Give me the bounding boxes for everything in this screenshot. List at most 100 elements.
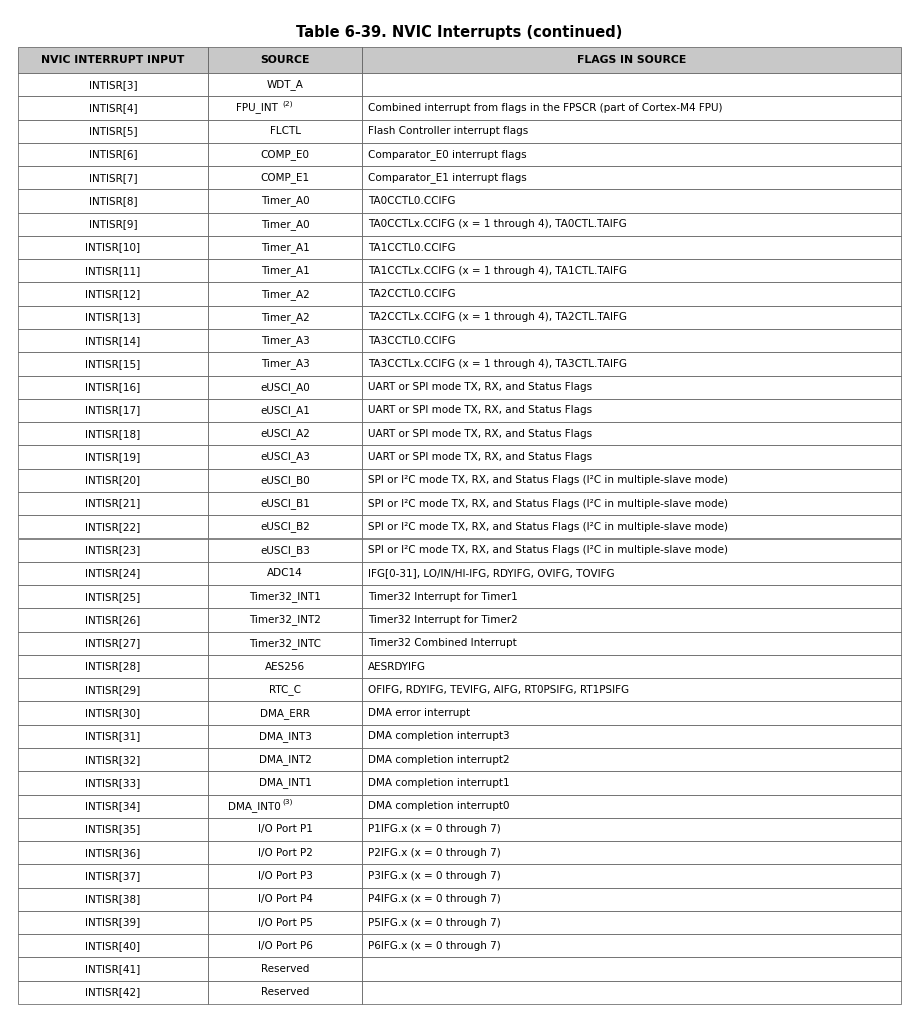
Text: INTISR[35]: INTISR[35]	[85, 824, 141, 835]
Text: Flash Controller interrupt flags: Flash Controller interrupt flags	[369, 126, 528, 136]
Text: Reserved: Reserved	[261, 988, 310, 998]
Text: Timer_A0: Timer_A0	[261, 196, 310, 207]
Bar	[18, 120, 208, 143]
Text: Table 6-39. NVIC Interrupts (continued): Table 6-39. NVIC Interrupts (continued)	[296, 25, 623, 41]
Bar	[362, 795, 901, 818]
Text: eUSCI_A0: eUSCI_A0	[260, 381, 310, 392]
Bar	[362, 585, 901, 608]
Text: SOURCE: SOURCE	[260, 55, 310, 65]
Bar	[18, 329, 208, 352]
Bar	[208, 236, 362, 260]
Text: DMA_ERR: DMA_ERR	[260, 708, 310, 719]
Text: UART or SPI mode TX, RX, and Status Flags: UART or SPI mode TX, RX, and Status Flag…	[369, 406, 593, 416]
Bar	[208, 911, 362, 934]
Text: Timer_A1: Timer_A1	[261, 266, 310, 276]
Bar	[362, 236, 901, 260]
Bar	[362, 934, 901, 957]
Text: P6IFG.x (x = 0 through 7): P6IFG.x (x = 0 through 7)	[369, 941, 501, 951]
Text: AES256: AES256	[265, 661, 305, 671]
Text: P5IFG.x (x = 0 through 7): P5IFG.x (x = 0 through 7)	[369, 918, 501, 928]
Text: P1IFG.x (x = 0 through 7): P1IFG.x (x = 0 through 7)	[369, 824, 501, 835]
Text: (3): (3)	[282, 799, 292, 805]
Text: Timer_A1: Timer_A1	[261, 242, 310, 254]
Text: INTISR[9]: INTISR[9]	[88, 219, 137, 229]
Text: SPI or I²C mode TX, RX, and Status Flags (I²C in multiple-slave mode): SPI or I²C mode TX, RX, and Status Flags…	[369, 476, 729, 486]
Bar	[18, 864, 208, 887]
Bar	[362, 283, 901, 306]
Text: SPI or I²C mode TX, RX, and Status Flags (I²C in multiple-slave mode): SPI or I²C mode TX, RX, and Status Flags…	[369, 546, 729, 555]
Text: Comparator_E1 interrupt flags: Comparator_E1 interrupt flags	[369, 172, 528, 184]
Bar	[362, 772, 901, 795]
Text: I/O Port P1: I/O Port P1	[257, 824, 312, 835]
Bar	[208, 795, 362, 818]
Text: Timer_A3: Timer_A3	[261, 336, 310, 346]
Text: INTISR[36]: INTISR[36]	[85, 848, 141, 858]
Text: DMA_INT2: DMA_INT2	[258, 754, 312, 766]
Bar	[362, 306, 901, 329]
Bar	[18, 725, 208, 748]
Text: Timer32_INTC: Timer32_INTC	[249, 638, 321, 649]
Text: TA0CCTLx.CCIFG (x = 1 through 4), TA0CTL.TAIFG: TA0CCTLx.CCIFG (x = 1 through 4), TA0CTL…	[369, 219, 627, 229]
Text: DMA_INT3: DMA_INT3	[258, 731, 312, 742]
Bar	[208, 143, 362, 166]
Bar	[18, 143, 208, 166]
Bar	[18, 375, 208, 399]
Text: ADC14: ADC14	[267, 569, 303, 578]
Bar	[18, 632, 208, 655]
Bar	[208, 748, 362, 772]
Text: FPU_INT: FPU_INT	[236, 102, 281, 114]
Text: eUSCI_B1: eUSCI_B1	[260, 498, 310, 509]
Text: Timer_A3: Timer_A3	[261, 359, 310, 369]
Bar	[362, 981, 901, 1004]
Bar	[208, 492, 362, 515]
Text: TA1CCTLx.CCIFG (x = 1 through 4), TA1CTL.TAIFG: TA1CCTLx.CCIFG (x = 1 through 4), TA1CTL…	[369, 266, 628, 276]
Text: INTISR[33]: INTISR[33]	[85, 778, 141, 788]
Text: TA3CCTL0.CCIFG: TA3CCTL0.CCIFG	[369, 336, 456, 346]
Text: DMA completion interrupt1: DMA completion interrupt1	[369, 778, 510, 788]
Text: P2IFG.x (x = 0 through 7): P2IFG.x (x = 0 through 7)	[369, 848, 501, 858]
Bar	[208, 399, 362, 422]
Bar	[362, 445, 901, 468]
Text: TA0CCTL0.CCIFG: TA0CCTL0.CCIFG	[369, 196, 456, 206]
Text: TA1CCTL0.CCIFG: TA1CCTL0.CCIFG	[369, 242, 456, 252]
Bar	[18, 538, 208, 562]
Text: INTISR[7]: INTISR[7]	[88, 172, 137, 183]
Text: INTISR[34]: INTISR[34]	[85, 801, 141, 811]
Text: INTISR[42]: INTISR[42]	[85, 988, 141, 998]
Bar	[208, 772, 362, 795]
Bar	[18, 795, 208, 818]
Text: INTISR[16]: INTISR[16]	[85, 382, 141, 392]
Bar	[18, 841, 208, 864]
Bar	[362, 818, 901, 841]
Text: INTISR[10]: INTISR[10]	[85, 242, 141, 252]
Bar	[208, 632, 362, 655]
Bar	[208, 515, 362, 538]
Bar	[362, 632, 901, 655]
Bar	[18, 73, 208, 96]
Text: INTISR[38]: INTISR[38]	[85, 894, 141, 904]
Text: Reserved: Reserved	[261, 964, 310, 974]
Text: AESRDYIFG: AESRDYIFG	[369, 661, 426, 671]
Bar	[362, 492, 901, 515]
Text: WDT_A: WDT_A	[267, 79, 303, 90]
Text: eUSCI_A1: eUSCI_A1	[260, 405, 310, 416]
Bar	[362, 655, 901, 678]
Text: DMA completion interrupt3: DMA completion interrupt3	[369, 731, 510, 741]
Text: UART or SPI mode TX, RX, and Status Flags: UART or SPI mode TX, RX, and Status Flag…	[369, 429, 593, 439]
Bar	[362, 887, 901, 911]
Bar	[18, 818, 208, 841]
Bar	[362, 678, 901, 702]
Bar	[362, 73, 901, 96]
Bar	[362, 47, 901, 73]
Bar	[18, 468, 208, 492]
Bar	[208, 957, 362, 981]
Bar	[18, 306, 208, 329]
Bar	[208, 818, 362, 841]
Bar	[362, 260, 901, 283]
Bar	[208, 422, 362, 445]
Bar	[362, 538, 901, 562]
Text: DMA completion interrupt2: DMA completion interrupt2	[369, 754, 510, 765]
Bar	[362, 911, 901, 934]
Bar	[208, 213, 362, 236]
Text: DMA completion interrupt0: DMA completion interrupt0	[369, 801, 510, 811]
